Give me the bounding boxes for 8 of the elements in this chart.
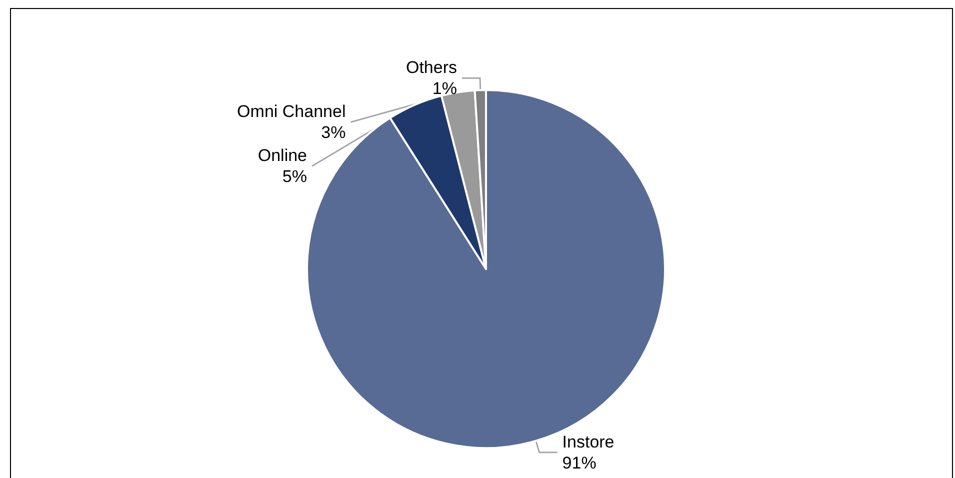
data-label: 1% <box>432 79 457 98</box>
data-label: 5% <box>282 167 308 186</box>
data-label: 91% <box>562 453 596 472</box>
slice-label: Instore <box>562 432 614 452</box>
slice-label: Others <box>406 58 457 78</box>
slice-label: Online <box>258 146 308 166</box>
slice-label: Omni Channel <box>237 102 346 122</box>
data-label: 3% <box>321 123 346 142</box>
